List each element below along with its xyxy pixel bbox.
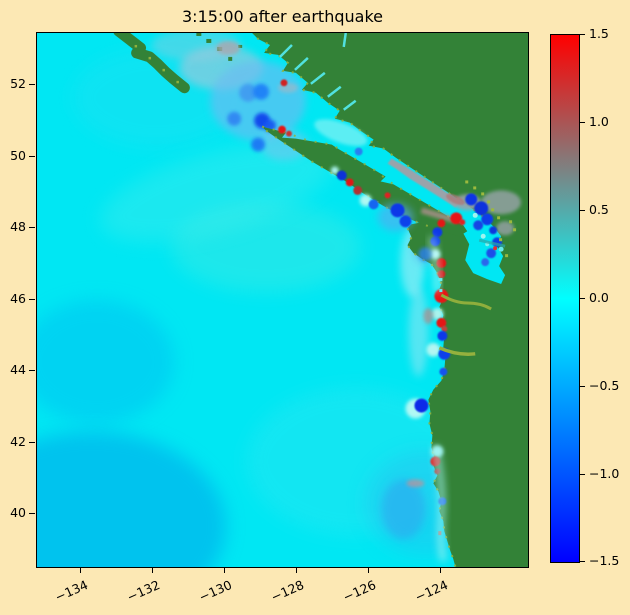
- land-haida-gwaii: [113, 33, 190, 94]
- colorbar-tick-label: 1.5: [589, 26, 609, 41]
- colorbar-tick-label: 0.0: [589, 290, 609, 305]
- colorbar: [550, 34, 580, 563]
- dixon-entrance-gray: [216, 40, 241, 55]
- y-tick-mark: [29, 299, 35, 301]
- colorbar-tick-label: −1.0: [589, 466, 620, 481]
- x-tick-label: −134: [52, 577, 91, 605]
- coastline-speckles-vancouver-island: [261, 125, 464, 234]
- x-tick-label: −130: [196, 577, 235, 605]
- colorbar-tick-mark: [580, 386, 585, 388]
- x-tick-label: −124: [412, 577, 451, 605]
- x-tick-mark: [152, 568, 154, 573]
- y-tick-label: 46: [10, 291, 26, 306]
- vancouver-island-coastal-waves: [278, 79, 391, 210]
- x-tick-mark: [80, 568, 82, 573]
- x-tick-label: −132: [124, 577, 163, 605]
- x-tick-mark: [296, 568, 298, 573]
- gulf-island-speckles: [465, 180, 517, 258]
- inland-waters: [216, 33, 368, 146]
- x-tick-mark: [368, 568, 370, 573]
- y-tick-mark: [29, 442, 35, 444]
- queen-charlotte-strait: [314, 119, 368, 146]
- y-tick-label: 48: [10, 219, 26, 234]
- y-tick-mark: [29, 227, 35, 229]
- coastline-speckles-haida-gwaii: [134, 44, 179, 84]
- y-tick-mark: [29, 513, 35, 515]
- colorbar-tick-mark: [580, 561, 585, 563]
- colorbar-tick-mark: [580, 122, 585, 124]
- x-tick-label: −128: [268, 577, 307, 605]
- plot-title: 3:15:00 after earthquake: [182, 7, 383, 26]
- land-vancouver-island: [262, 126, 468, 237]
- colorbar-tick-mark: [580, 34, 585, 36]
- colorbar-tick-mark: [580, 298, 585, 300]
- colorbar-tick-label: −0.5: [589, 378, 620, 393]
- y-tick-label: 44: [10, 362, 26, 377]
- colorbar-tick-label: 0.5: [589, 202, 609, 217]
- juan-de-fuca-puget-sound: [377, 180, 517, 267]
- map-plot-area: [36, 32, 529, 568]
- y-tick-label: 52: [10, 76, 26, 91]
- colorbar-tick-mark: [580, 210, 585, 212]
- y-tick-label: 40: [10, 505, 26, 520]
- y-tick-label: 42: [10, 434, 26, 449]
- willapa-estuary: [438, 346, 476, 356]
- x-tick-mark: [224, 568, 226, 573]
- x-tick-mark: [440, 568, 442, 573]
- y-tick-label: 50: [10, 148, 26, 163]
- columbia-river: [438, 278, 492, 311]
- fjord-inlets: [279, 33, 357, 111]
- land-bc-washington-oregon-california: [252, 33, 528, 567]
- tsunami-map: [37, 33, 528, 567]
- colorbar-tick-mark: [580, 474, 585, 476]
- y-tick-mark: [29, 84, 35, 86]
- colorbar-tick-label: −1.5: [589, 553, 620, 568]
- y-tick-mark: [29, 370, 35, 372]
- pacific-coast-wave-spots: [405, 219, 451, 562]
- y-tick-mark: [29, 156, 35, 158]
- x-tick-label: −126: [340, 577, 379, 605]
- colorbar-tick-label: 1.0: [589, 114, 609, 129]
